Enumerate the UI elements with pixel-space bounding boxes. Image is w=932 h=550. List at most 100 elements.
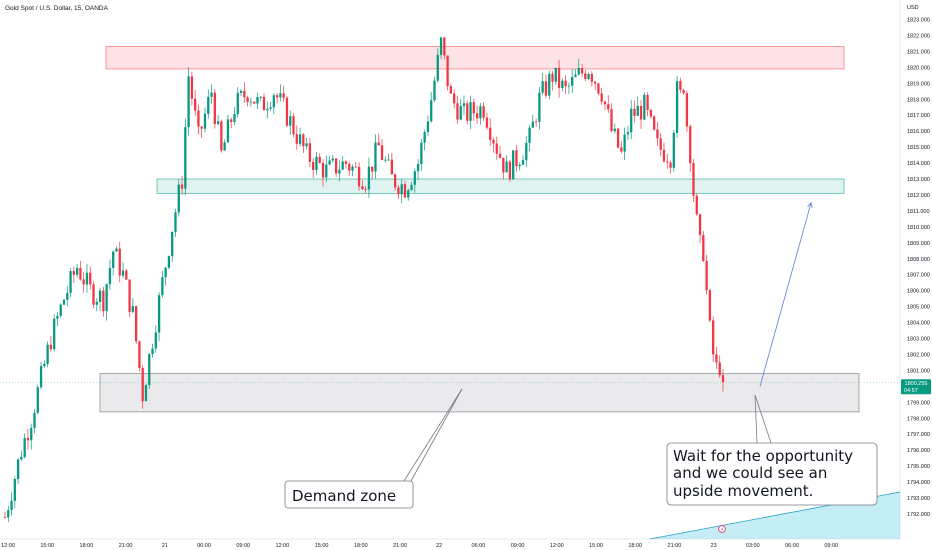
support-zone[interactable] [156, 178, 845, 194]
candle-body [190, 76, 194, 99]
time-tick-label: 15:00 [315, 543, 329, 549]
candle-body [397, 187, 400, 195]
candle-body [495, 143, 498, 154]
candle-body [413, 171, 416, 185]
candle-body [282, 93, 285, 98]
candle-body [538, 92, 541, 122]
candle-body [613, 128, 616, 132]
candle-body [587, 73, 590, 79]
candle-body [236, 92, 239, 115]
candle-body [403, 184, 407, 198]
time-tick-label: 22 [436, 543, 442, 549]
candle-body [98, 290, 102, 302]
price-tick-label: 1816.000 [907, 129, 930, 135]
candle-body [682, 89, 685, 94]
candle-body [338, 169, 341, 174]
candle-body [407, 190, 410, 198]
candle-body [213, 92, 216, 124]
opportunity-callout-box[interactable] [666, 442, 878, 506]
candle-body [436, 54, 439, 81]
projection-arrow[interactable] [759, 202, 812, 387]
candle-body [194, 98, 197, 111]
candle-body [207, 96, 210, 114]
candle-body [561, 80, 564, 89]
candle-body [46, 344, 49, 364]
candle-body [174, 212, 177, 232]
candle-body [371, 166, 374, 172]
candle-body [603, 101, 607, 105]
candle-body [695, 195, 698, 215]
candle-body [577, 67, 580, 75]
resistance-zone[interactable] [105, 46, 845, 70]
price-tick-label: 1798.000 [907, 416, 930, 422]
candle-body [59, 304, 62, 316]
candle-body [180, 184, 184, 189]
candle-body [7, 510, 10, 518]
time-tick-label: 18:00 [628, 543, 642, 549]
candle-body [630, 108, 633, 133]
candle-body [53, 318, 56, 350]
demand-zone[interactable] [99, 373, 860, 413]
candle-body [426, 121, 430, 133]
candle-body [89, 272, 92, 285]
candle-body [721, 375, 725, 383]
candle-body [39, 365, 43, 388]
candle-body [593, 81, 597, 84]
candle-body [544, 81, 548, 96]
candle-body [351, 166, 354, 171]
candle-body [246, 97, 249, 102]
time-tick-label: 21:00 [393, 543, 407, 549]
price-tick-label: 1802.000 [907, 352, 930, 358]
candle-body [318, 156, 321, 163]
candle-body [357, 166, 361, 187]
time-tick-label: 12:00 [550, 543, 564, 549]
price-tick-label: 1821.000 [907, 49, 930, 55]
candle-body [354, 166, 357, 168]
price-tick-label: 1792.000 [907, 512, 930, 518]
candle-body [590, 73, 594, 82]
candle-body [462, 103, 466, 107]
candle-body [230, 119, 233, 123]
candle-body [16, 459, 20, 480]
price-tick-label: 1794.000 [907, 480, 930, 486]
candle-body [305, 143, 308, 147]
time-tick-label: 15:00 [40, 543, 54, 549]
price-tick-label: 1806.000 [907, 289, 930, 295]
price-tick-label: 1823.000 [907, 18, 930, 24]
candle-body [384, 159, 387, 161]
candle-body [328, 160, 331, 165]
bar-countdown-label: 04:57 [904, 388, 918, 394]
time-tick-label: 03:00 [746, 543, 760, 549]
candle-body [148, 353, 151, 385]
candle-body [574, 74, 577, 77]
candle-body [528, 127, 531, 143]
time-tick-label: 09:00 [511, 543, 525, 549]
candle-body [712, 320, 715, 355]
candle-body [662, 149, 666, 162]
candle-body [692, 162, 695, 196]
candle-body [551, 73, 554, 82]
event-marker-icon[interactable] [718, 525, 726, 533]
candle-body [656, 129, 659, 139]
price-tick-label: 1810.000 [907, 225, 930, 231]
candle-body [216, 121, 220, 124]
candle-body [702, 235, 705, 261]
candle-body [646, 94, 649, 110]
candle-body [531, 121, 534, 128]
candle-body [669, 162, 672, 168]
candle-body [430, 100, 433, 122]
candle-body [393, 174, 397, 188]
candle-body [269, 107, 272, 109]
candle-body [708, 290, 712, 321]
price-tick-label: 1814.000 [907, 161, 930, 167]
price-tick-label: 1799.000 [907, 400, 930, 406]
candle-body [616, 128, 620, 148]
candle-body [308, 143, 312, 162]
candle-body [554, 67, 557, 82]
candle-body [698, 214, 702, 236]
demand-callout-box[interactable] [284, 480, 414, 509]
price-axis-ticks: 1823.000 1822.000 1821.000 1820.000 1819.000… [907, 18, 930, 518]
candle-body [187, 76, 190, 128]
candle-body [666, 161, 669, 163]
